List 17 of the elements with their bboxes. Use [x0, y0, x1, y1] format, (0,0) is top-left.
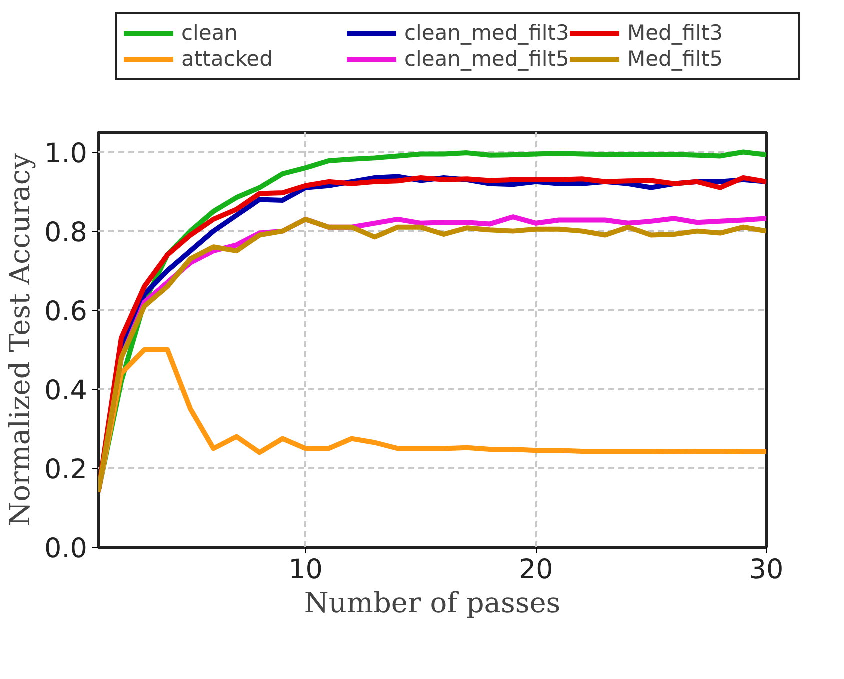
legend-label: Med_filt5 — [628, 46, 724, 72]
legend-label: clean — [182, 20, 239, 46]
y-tick-label: 0.4 — [44, 375, 88, 406]
y-axis-title: Normalized Test Accuracy — [4, 153, 37, 526]
x-axis-title: Number of passes — [304, 586, 561, 620]
y-tick-label: 0.0 — [44, 534, 88, 564]
y-tick-label: 0.6 — [44, 296, 88, 328]
legend-label: clean_med_filt5 — [404, 46, 570, 72]
legend-label: clean_med_filt3 — [404, 20, 570, 46]
y-tick-label: 0.2 — [44, 454, 88, 486]
x-tick-label: 20 — [518, 554, 554, 586]
x-tick-label: 30 — [749, 554, 784, 586]
legend-label: Med_filt3 — [628, 20, 724, 46]
y-tick-label: 1.0 — [44, 138, 88, 170]
y-tick-label: 0.8 — [44, 217, 88, 248]
x-tick-label: 10 — [288, 554, 323, 586]
legend-label: attacked — [182, 46, 274, 72]
